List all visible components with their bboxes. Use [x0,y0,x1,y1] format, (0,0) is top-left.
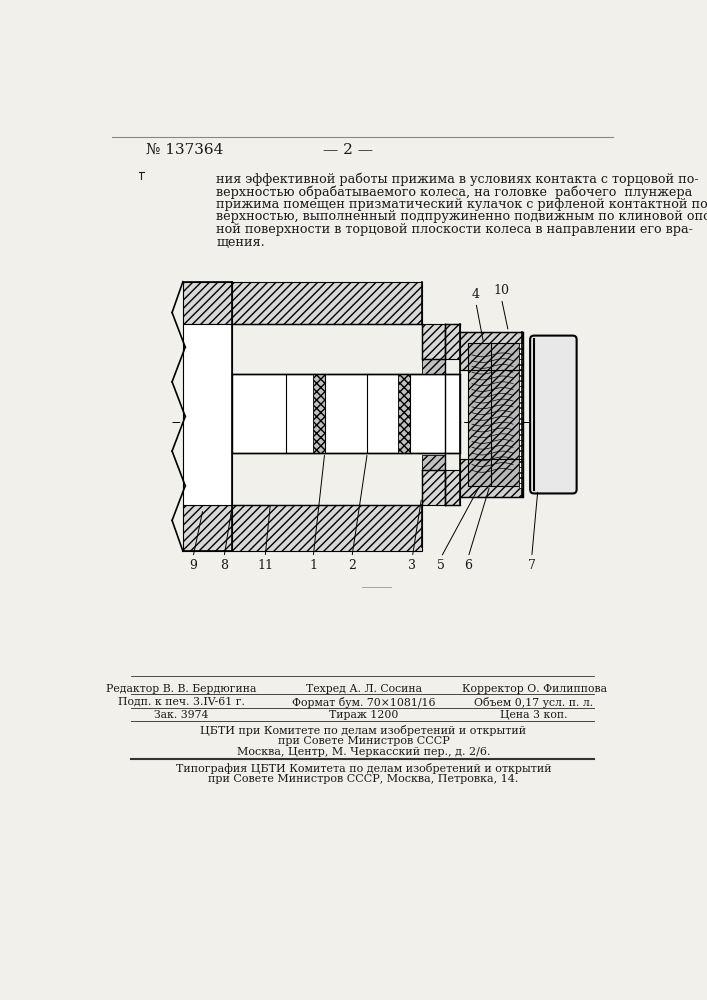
Bar [421,455,445,470]
Bar [519,392,523,396]
Text: 7: 7 [527,559,536,572]
Bar [519,478,523,483]
Bar [232,505,421,551]
Bar [398,374,410,453]
Bar [519,435,523,440]
Text: — 2 —: — 2 — [323,143,373,157]
Text: Объем 0,17 усл. п. л.: Объем 0,17 усл. п. л. [474,697,594,708]
Text: Корректор О. Филиппова: Корректор О. Филиппова [462,684,607,694]
Text: верхностью обрабатываемого колеса, на головке  рабочего  плунжера: верхностью обрабатываемого колеса, на го… [216,185,692,199]
Text: Цена 3 коп.: Цена 3 коп. [501,710,568,720]
Bar [232,282,421,324]
Text: верхностью, выполненный подпружиненно подвижным по клиновой опор-: верхностью, выполненный подпружиненно по… [216,210,707,223]
Bar [519,376,523,380]
Text: № 137364: № 137364 [146,143,224,157]
Text: Техред А. Л. Сосина: Техред А. Л. Сосина [305,684,421,694]
Text: Москва, Центр, М. Черкасский пер., д. 2/6.: Москва, Центр, М. Черкасский пер., д. 2/… [237,747,490,757]
Bar [519,456,523,461]
Bar [460,459,522,497]
Text: Подп. к печ. 3.IV-61 г.: Подп. к печ. 3.IV-61 г. [118,697,245,707]
Bar [519,473,523,477]
Text: при Совете Министров СССР: при Совете Министров СССР [278,736,450,746]
Bar [183,324,232,505]
Text: при Совете Министров СССР, Москва, Петровка, 14.: при Совете Министров СССР, Москва, Петро… [209,774,519,784]
Text: Формат бум. 70×1081/16: Формат бум. 70×1081/16 [292,697,436,708]
Bar [519,446,523,450]
Text: 4: 4 [472,288,480,301]
Bar [421,470,460,505]
Bar [519,483,523,488]
Bar [421,359,445,374]
Text: 1: 1 [309,559,317,572]
Text: ЦБТИ при Комитете по делам изобретений и открытий: ЦБТИ при Комитете по делам изобретений и… [201,725,527,736]
Bar [519,419,523,423]
Bar [519,397,523,402]
Text: 9: 9 [189,559,197,572]
Text: 3: 3 [409,559,416,572]
Text: Редактор В. В. Бердюгина: Редактор В. В. Бердюгина [106,684,257,694]
Bar [519,354,523,359]
Text: Тираж 1200: Тираж 1200 [329,710,398,720]
Bar [313,374,325,453]
Bar [519,370,523,375]
Bar [519,440,523,445]
Bar [460,332,522,370]
Bar [519,408,523,413]
Text: 10: 10 [493,284,510,297]
Bar [421,324,460,359]
Bar [519,349,523,353]
Text: Зак. 3974: Зак. 3974 [154,710,209,720]
Text: ной поверхности в торцовой плоскости колеса в направлении его вра-: ной поверхности в торцовой плоскости кол… [216,223,693,236]
Text: ния эффективной работы прижима в условиях контакта с торцовой по-: ния эффективной работы прижима в условия… [216,172,699,186]
FancyBboxPatch shape [530,336,577,493]
Bar [519,381,523,386]
Text: 6: 6 [464,559,472,572]
Text: 11: 11 [257,559,273,572]
Bar [519,462,523,466]
Bar [519,430,523,434]
Bar [183,282,232,324]
Bar [519,365,523,369]
Text: Типография ЦБТИ Комитета по делам изобретений и открытий: Типография ЦБТИ Комитета по делам изобре… [175,763,551,774]
Bar [519,386,523,391]
Bar [519,467,523,472]
Bar [232,374,460,453]
Text: 2: 2 [348,559,356,572]
Bar [183,505,232,551]
Bar [519,359,523,364]
Bar [519,451,523,456]
Text: прижима помещен призматический кулачок с рифленой контактной по-: прижима помещен призматический кулачок с… [216,198,707,211]
Bar [519,343,523,348]
Bar [519,413,523,418]
Text: 5: 5 [437,559,445,572]
Bar [519,403,523,407]
Text: щения.: щения. [216,236,265,249]
Text: 8: 8 [220,559,228,572]
Bar [468,343,518,486]
Bar [519,424,523,429]
